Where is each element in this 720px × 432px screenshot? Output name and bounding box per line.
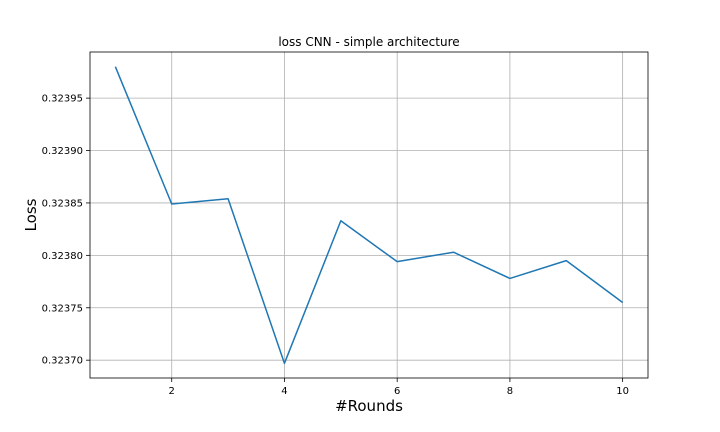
grid: [90, 52, 648, 378]
x-axis-ticks: 2 4 6 8 10: [169, 378, 629, 397]
y-tick-label: 0.32375: [42, 303, 83, 314]
chart-title: loss CNN - simple architecture: [278, 35, 459, 49]
plot-frame: [89, 51, 649, 379]
x-tick-label: 4: [281, 386, 287, 397]
x-axis-label: #Rounds: [335, 397, 403, 415]
x-tick-label: 2: [169, 386, 175, 397]
x-tick-label: 8: [507, 386, 513, 397]
y-tick-label: 0.32370: [42, 356, 83, 367]
x-tick-label: 6: [394, 386, 400, 397]
y-tick-label: 0.32395: [42, 94, 83, 105]
y-tick-label: 0.32390: [42, 146, 83, 157]
series-line: [114, 66, 624, 365]
y-tick-label: 0.32385: [42, 198, 83, 209]
y-axis-ticks: 0.32370 0.32375 0.32380 0.32385 0.32390 0.323…: [42, 94, 90, 367]
y-axis-label: Loss: [22, 198, 40, 231]
x-tick-label: 10: [616, 386, 629, 397]
y-tick-label: 0.32380: [42, 251, 83, 262]
